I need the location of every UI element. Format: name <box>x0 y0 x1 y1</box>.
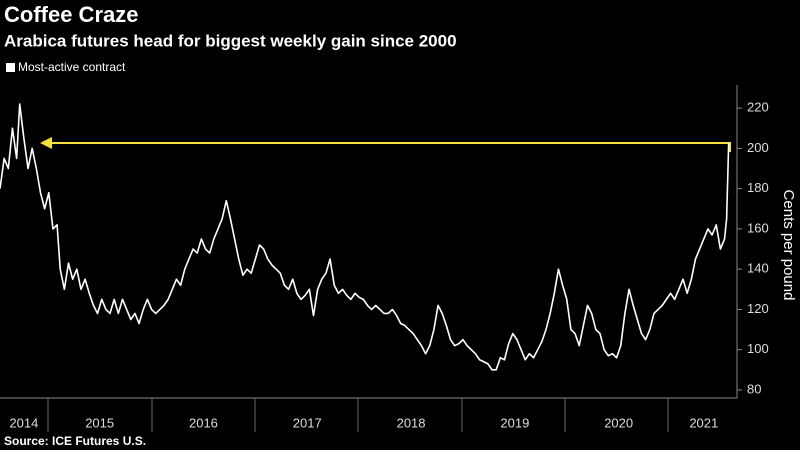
x-tick-label: 2016 <box>189 415 218 430</box>
x-tick-label: 2014 <box>9 415 38 430</box>
y-tick-label: 120 <box>747 301 769 316</box>
x-tick-label: 2020 <box>604 415 633 430</box>
y-tick-label: 180 <box>747 180 769 195</box>
x-tick-label: 2021 <box>689 415 718 430</box>
chart-subtitle: Arabica futures head for biggest weekly … <box>4 31 457 50</box>
x-tick-label: 2019 <box>500 415 529 430</box>
source-note: Source: ICE Futures U.S. <box>4 434 146 448</box>
year-separators <box>47 398 669 432</box>
x-tick-label: 2015 <box>85 415 114 430</box>
legend-label: Most-active contract <box>18 60 126 74</box>
x-tick-label: 2017 <box>293 415 322 430</box>
y-tick-label: 220 <box>747 100 769 115</box>
price-line <box>0 103 730 371</box>
x-tick-label: 2018 <box>397 415 426 430</box>
y-tick-label: 200 <box>747 140 769 155</box>
arrow-head <box>40 137 52 149</box>
chart-title: Coffee Craze <box>4 2 138 27</box>
legend-swatch <box>6 63 15 72</box>
y-tick-label: 160 <box>747 220 769 235</box>
y-tick-label: 100 <box>747 341 769 356</box>
y-axis-title: Cents per pound <box>780 190 797 301</box>
arrow-line <box>44 142 731 152</box>
y-tick-label: 140 <box>747 261 769 276</box>
annotation-arrow <box>40 137 731 152</box>
y-tick-label: 80 <box>747 381 761 396</box>
